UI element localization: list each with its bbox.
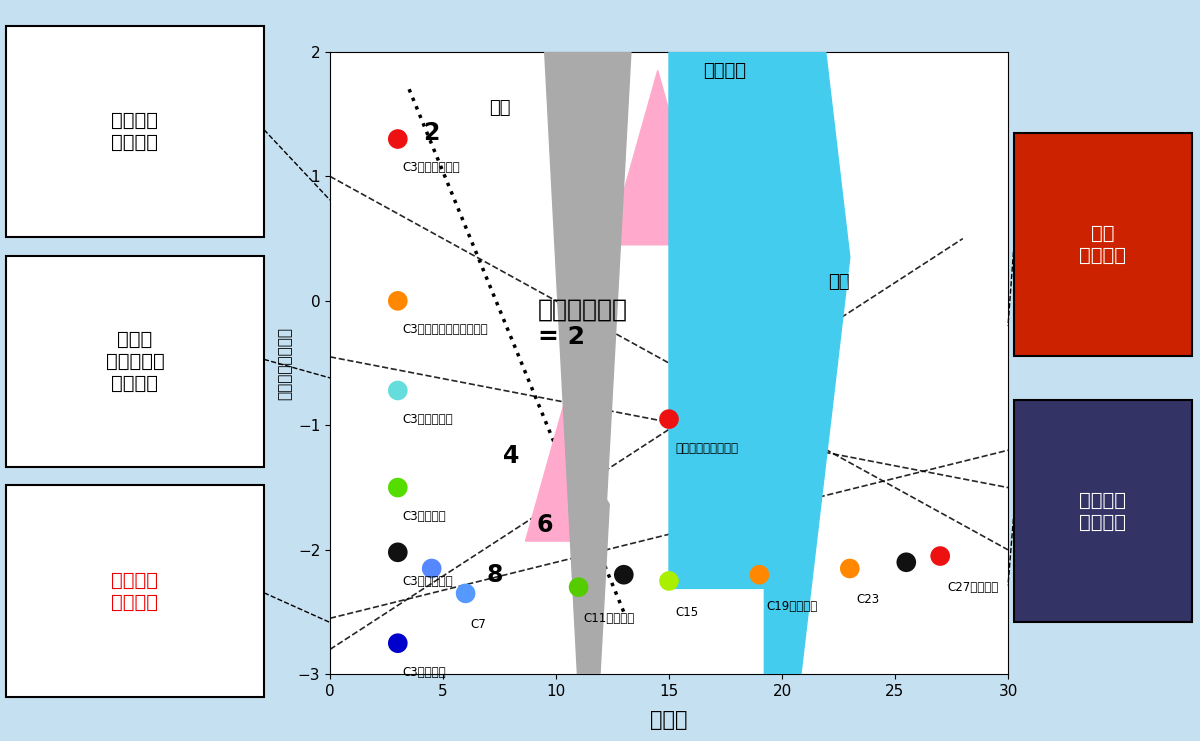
Text: 8: 8 (487, 562, 503, 587)
Text: C27アルカン: C27アルカン (947, 581, 998, 594)
Text: 官能基化: 官能基化 (703, 62, 746, 79)
Point (389, 295, 408, 307)
Point (840, 562, 859, 574)
Text: C7: C7 (470, 618, 486, 631)
Text: C3カルボン酸: C3カルボン酸 (402, 413, 452, 426)
Text: 2: 2 (424, 121, 440, 144)
Y-axis label: 炭素の平均酸化数: 炭素の平均酸化数 (277, 327, 293, 399)
X-axis label: 炭素数: 炭素数 (650, 710, 688, 730)
Point (389, 482, 408, 494)
Text: C23: C23 (857, 594, 880, 606)
Point (389, 385, 408, 396)
Text: C3アルカン: C3アルカン (402, 665, 446, 679)
Point (660, 413, 679, 425)
Point (389, 546, 408, 558)
Point (896, 556, 916, 568)
Point (750, 569, 769, 581)
Text: C19アルカン: C19アルカン (766, 599, 817, 613)
Point (614, 569, 634, 581)
Text: C3ジオール: C3ジオール (402, 510, 446, 523)
FancyArrow shape (526, 70, 790, 541)
Text: 6: 6 (536, 513, 553, 537)
FancyArrow shape (670, 0, 850, 741)
Point (456, 588, 475, 599)
FancyArrow shape (545, 0, 665, 741)
Text: 分解: 分解 (488, 99, 510, 117)
Text: 対数飽和濃度
= 2: 対数飽和濃度 = 2 (538, 297, 628, 349)
Point (931, 550, 950, 562)
Point (660, 575, 679, 587)
Text: ワックス
（固体）: ワックス （固体） (1079, 491, 1127, 532)
Point (569, 581, 588, 593)
Text: C15: C15 (676, 606, 698, 619)
Point (389, 637, 408, 649)
Text: プロパン
（気体）: プロパン （気体） (112, 571, 158, 611)
Text: 重合: 重合 (828, 273, 850, 291)
Point (389, 133, 408, 145)
Text: 灯油
（液体）: 灯油 （液体） (1079, 224, 1127, 265)
Text: C3ジヒドロペルオキシド: C3ジヒドロペルオキシド (402, 323, 488, 336)
Point (422, 562, 442, 574)
Text: クエン酸
（固体）: クエン酸 （固体） (112, 111, 158, 152)
Text: 4: 4 (503, 445, 518, 468)
Text: 消毒用
エタノール
（液体）: 消毒用 エタノール （液体） (106, 330, 164, 393)
Text: ジブチルフタレート: ジブチルフタレート (676, 442, 739, 454)
Text: C3ジカルボン酸: C3ジカルボン酸 (402, 162, 460, 174)
Text: C11アルカン: C11アルカン (583, 612, 635, 625)
Text: C3アルコール: C3アルコール (402, 575, 452, 588)
